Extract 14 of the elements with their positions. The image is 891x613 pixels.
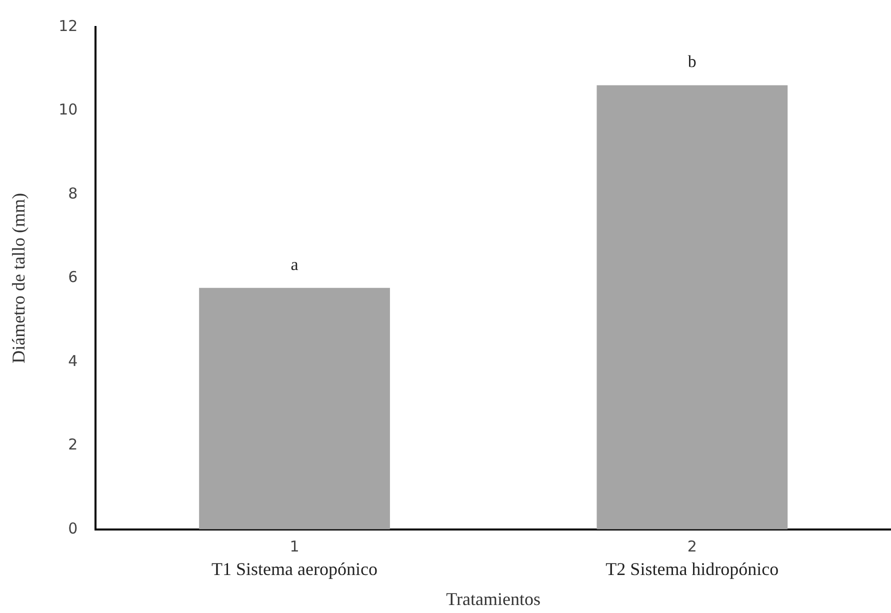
x-tick-label: 1 [290, 537, 300, 556]
y-tick-label: 12 [58, 16, 78, 35]
y-tick-label: 10 [58, 100, 78, 119]
x-axis-title: Tratamientos [446, 588, 541, 609]
y-tick-label: 6 [68, 268, 78, 286]
y-tick-label: 4 [68, 352, 78, 370]
annotation: b [688, 52, 696, 72]
annotation: a [290, 254, 299, 274]
text: T1 Sistema aeropónico [212, 559, 378, 580]
y-tick-label: 2 [68, 436, 78, 454]
y-tick-label: 8 [68, 184, 78, 202]
text: T2 Sistema hidropónico [606, 559, 779, 580]
y-tick-label: 0 [68, 519, 78, 538]
y-axis-title: Diámetro de tallo (mm) [8, 192, 29, 364]
